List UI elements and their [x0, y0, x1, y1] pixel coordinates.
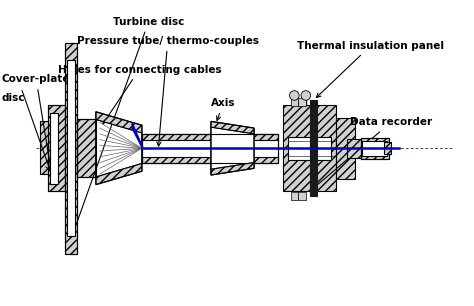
Bar: [48, 105, 65, 191]
Text: Pressure tube/ thermo-couples: Pressure tube/ thermo-couples: [77, 36, 259, 146]
Bar: [283, 105, 336, 191]
Bar: [291, 192, 298, 200]
Polygon shape: [211, 121, 254, 134]
Bar: [298, 192, 306, 200]
Bar: [67, 60, 75, 237]
Bar: [383, 143, 391, 154]
Circle shape: [290, 91, 299, 100]
Bar: [310, 100, 318, 196]
Bar: [65, 43, 77, 254]
Polygon shape: [211, 127, 254, 169]
Bar: [142, 134, 278, 162]
Text: Axis: Axis: [211, 98, 236, 121]
Bar: [363, 140, 387, 156]
Bar: [298, 98, 306, 106]
Text: Thermal insulation panel: Thermal insulation panel: [297, 41, 444, 98]
Bar: [142, 134, 278, 140]
Bar: [50, 113, 57, 184]
Polygon shape: [96, 112, 142, 133]
Bar: [347, 139, 361, 158]
Bar: [48, 105, 65, 191]
Polygon shape: [96, 119, 142, 177]
Polygon shape: [211, 162, 254, 175]
Bar: [142, 157, 278, 162]
Bar: [40, 121, 48, 174]
Bar: [336, 118, 355, 179]
Text: Turbine disc: Turbine disc: [72, 17, 184, 236]
Bar: [142, 134, 278, 162]
Bar: [77, 119, 96, 177]
Text: Holes for connecting cables: Holes for connecting cables: [57, 65, 221, 124]
Circle shape: [301, 91, 310, 100]
Bar: [288, 137, 331, 160]
Text: Data recorder: Data recorder: [313, 117, 432, 189]
Bar: [361, 138, 389, 159]
Polygon shape: [96, 163, 142, 185]
Bar: [65, 43, 77, 254]
Bar: [291, 98, 298, 106]
Text: Cover-plate: Cover-plate: [2, 74, 71, 171]
Bar: [77, 119, 96, 177]
Text: disc: disc: [2, 93, 26, 103]
Bar: [361, 138, 389, 159]
